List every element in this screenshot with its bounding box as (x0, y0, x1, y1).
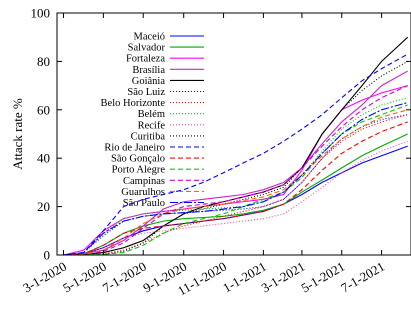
x-tick-label: 5-1-2020 (60, 259, 109, 296)
x-tick-label: 7-1-2021 (338, 259, 387, 296)
legend-label: Belém (138, 109, 165, 120)
legend: MaceióSalvadorFortalezaBrasíliaGoiâniaSã… (101, 32, 204, 209)
series-line-4 (63, 36, 409, 256)
legend-label: São Luiz (127, 87, 165, 98)
legend-label: Maceió (134, 32, 166, 43)
y-tick-label: 20 (37, 199, 50, 214)
series-line-2 (63, 85, 408, 256)
y-tick-label: 0 (44, 248, 51, 263)
legend-label: Recife (138, 120, 166, 131)
series-line-7 (63, 97, 408, 256)
series-line-15 (63, 102, 408, 256)
series-line-10 (63, 53, 408, 256)
legend-label: Rio de Janeiro (104, 143, 165, 154)
legend-label: Goiânia (132, 76, 166, 87)
legend-label: Porto Alegre (112, 165, 166, 176)
series-line-1 (63, 133, 408, 256)
y-axis: 0 20 40 60 80 100 (31, 6, 411, 263)
legend-label: São Paulo (123, 198, 165, 209)
y-tick-label: 60 (37, 102, 50, 117)
legend-label: Fortaleza (126, 54, 165, 65)
series-line-5 (63, 114, 408, 256)
legend-label: Brasília (132, 65, 165, 76)
legend-label: Campinas (123, 176, 165, 187)
y-axis-label: Attack rate % (10, 98, 25, 170)
legend-label: Belo Horizonte (101, 98, 166, 109)
x-axis: 3-1-20205-1-20207-1-20209-1-202011-1-202… (20, 13, 387, 298)
series-line-12 (63, 104, 408, 256)
x-tick-label: 7-1-2020 (100, 259, 149, 296)
series-layer (63, 36, 409, 256)
series-line-14 (63, 109, 408, 256)
series-line-13 (63, 85, 408, 256)
series-line-11 (63, 121, 408, 256)
x-tick-label: 1-1-2021 (220, 259, 269, 296)
plot-frame (56, 12, 411, 256)
x-tick-label: 3-1-2020 (20, 259, 69, 296)
y-tick-label: 80 (37, 54, 50, 69)
y-tick-label: 40 (37, 151, 50, 166)
x-tick-label: 3-1-2021 (259, 259, 308, 296)
legend-label: Salvador (128, 43, 166, 54)
legend-label: Curitiba (131, 131, 166, 142)
series-line-6 (63, 114, 408, 256)
series-line-3 (63, 70, 408, 256)
series-line-8 (63, 140, 408, 256)
x-tick-label: 5-1-2021 (298, 259, 347, 296)
legend-label: São Gonçalo (111, 154, 165, 165)
y-tick-label: 100 (31, 6, 51, 21)
legend-label: Guarulhos (121, 187, 165, 198)
